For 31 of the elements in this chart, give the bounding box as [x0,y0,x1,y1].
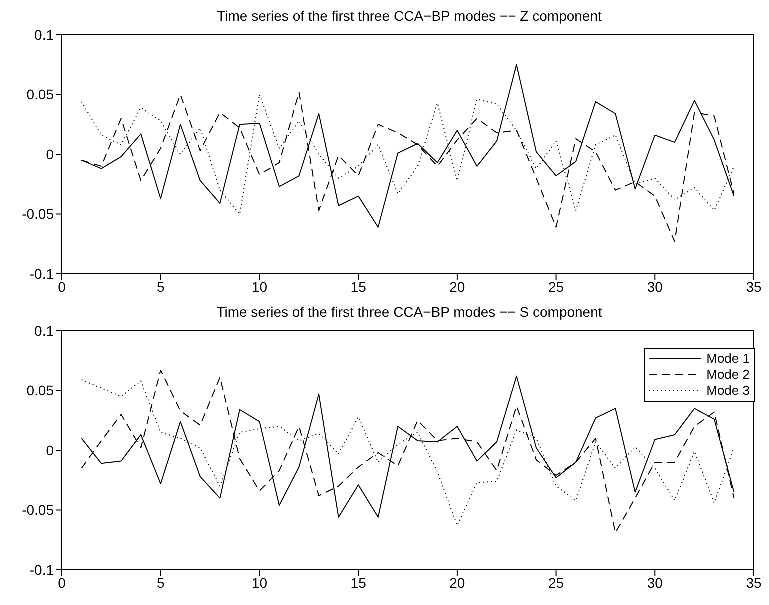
y-tick-label: -0.05 [22,206,54,222]
y-tick-label: 0.1 [34,322,54,339]
y-tick-label: 0 [46,146,54,162]
x-tick-label: 25 [548,574,564,591]
y-tick-label: 0.05 [26,382,54,399]
x-tick-label: 5 [156,574,165,591]
x-tick-label: 15 [350,574,367,591]
x-tick-label: 20 [450,278,466,295]
x-tick-label: 10 [252,574,268,591]
legend-label: Mode 3 [706,383,750,399]
x-tick-label: 30 [647,574,664,591]
x-tick-label: 35 [746,278,762,295]
y-tick-label: -0.1 [30,562,54,578]
x-tick-label: 25 [548,278,564,295]
y-tick-label: 0.05 [26,86,54,103]
x-tick-label: 5 [156,278,165,295]
y-tick-label: -0.1 [30,266,54,282]
x-tick-label: 0 [58,278,66,295]
y-tick-label: -0.05 [22,502,54,518]
x-tick-label: 10 [252,278,268,295]
x-tick-label: 15 [350,278,367,295]
y-tick-label: 0 [46,442,54,458]
chart-title: Time series of the first three CCA−BP modes −− S component [216,304,604,322]
chart-title: Time series of the first three CCA−BP modes −− Z component [216,8,603,26]
y-tick-label: 0.1 [34,26,54,43]
x-tick-label: 35 [746,574,762,591]
legend-label: Mode 2 [706,367,750,383]
x-tick-label: 30 [647,278,664,295]
legend-label: Mode 1 [706,351,750,367]
x-tick-label: 20 [450,574,466,591]
x-tick-label: 0 [58,574,66,591]
